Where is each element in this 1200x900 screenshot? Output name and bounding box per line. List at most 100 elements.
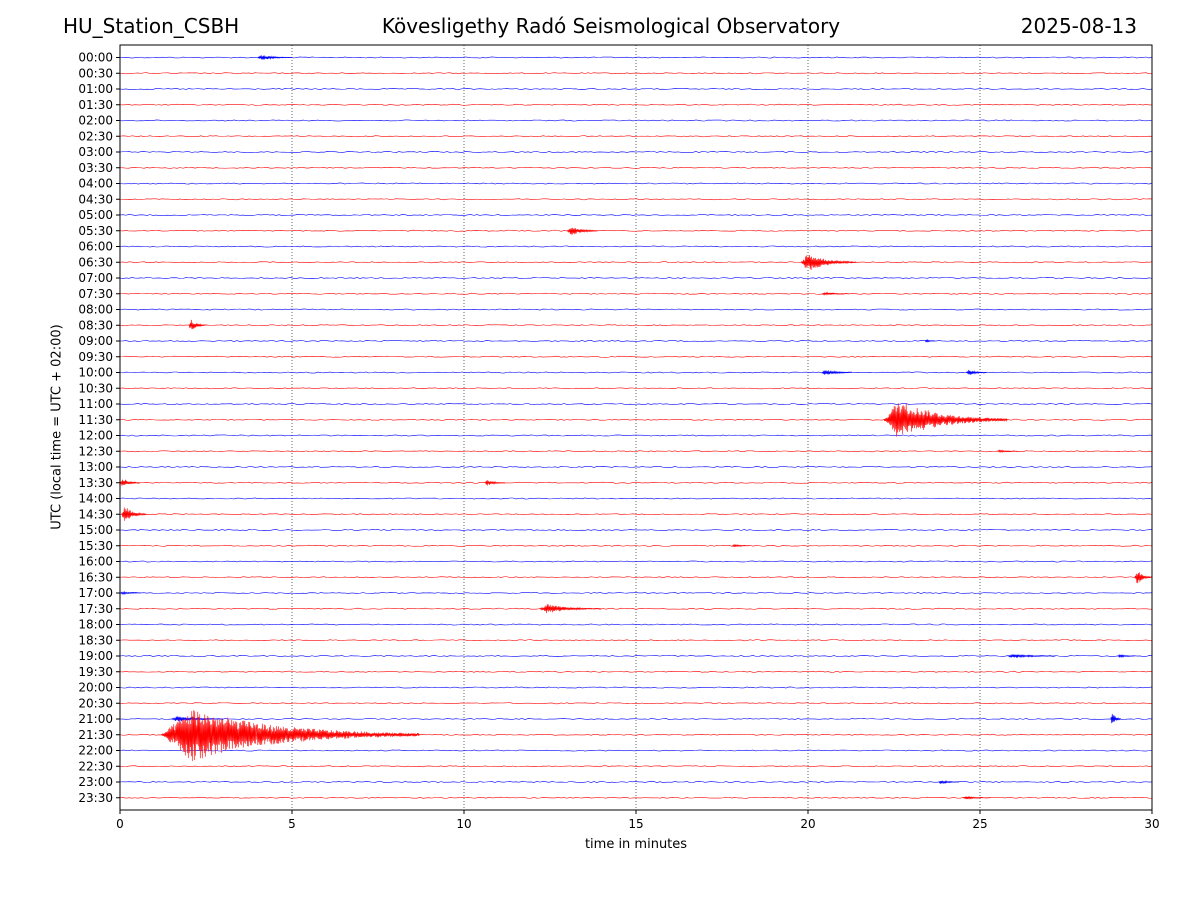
y-tick-label-2230: 22:30 (78, 759, 113, 773)
event-1230-9 (997, 449, 1018, 454)
trace-1530 (119, 544, 1153, 547)
trace-1430 (119, 513, 1153, 516)
event-0730-3 (821, 291, 850, 296)
trace-0700 (119, 277, 1153, 279)
trace-0530 (119, 229, 1153, 232)
trace-1100 (119, 403, 1153, 405)
event-2130-21 (161, 710, 420, 762)
trace-0730 (119, 292, 1153, 295)
trace-1400 (119, 497, 1153, 500)
y-tick-label-0300: 03:00 (78, 145, 113, 159)
y-tick-label-0830: 08:30 (78, 318, 113, 332)
trace-1700 (119, 592, 1153, 594)
y-tick-label-1300: 13:00 (78, 460, 113, 474)
y-tick-label-2100: 21:00 (78, 712, 113, 726)
trace-0600 (119, 245, 1153, 248)
y-tick-label-1600: 16:00 (78, 555, 113, 569)
event-0630-2 (800, 254, 857, 270)
trace-0830 (119, 324, 1153, 327)
event-0530-1 (567, 227, 598, 235)
y-tick-label-1400: 14:00 (78, 492, 113, 506)
event-1330-10 (119, 479, 141, 486)
event-0000-0 (257, 55, 292, 60)
chart-title: Kövesligethy Radó Seismological Observat… (381, 14, 841, 38)
trace-1600 (119, 560, 1153, 563)
trace-2200 (119, 749, 1153, 752)
x-tick-label-5: 5 (288, 817, 296, 831)
trace-1830 (119, 639, 1153, 642)
y-tick-label-2030: 20:30 (78, 696, 113, 710)
trace-1800 (119, 623, 1153, 626)
y-tick-label-0430: 04:30 (78, 192, 113, 206)
event-1430-12 (121, 507, 146, 521)
trace-0230 (119, 135, 1153, 138)
y-tick-label-1000: 10:00 (78, 366, 113, 380)
y-tick-label-0530: 05:30 (78, 224, 113, 238)
event-0900-5 (924, 338, 936, 343)
event-0830-4 (188, 319, 207, 330)
station-name: HU_Station_CSBH (63, 14, 240, 38)
x-tick-label-15: 15 (628, 817, 643, 831)
x-tick-label-0: 0 (116, 817, 124, 831)
trace-0500 (119, 214, 1153, 216)
event-2100-20 (1110, 713, 1121, 724)
trace-2000 (119, 686, 1153, 689)
trace-1030 (119, 387, 1153, 390)
y-tick-label-0200: 02:00 (78, 114, 113, 128)
y-tick-label-0700: 07:00 (78, 271, 113, 285)
trace-0330 (119, 166, 1153, 169)
event-2330-23 (962, 795, 991, 800)
trace-0100 (119, 88, 1153, 90)
x-tick-label-25: 25 (972, 817, 987, 831)
y-tick-label-1230: 12:30 (78, 444, 113, 458)
y-tick-label-2200: 22:00 (78, 744, 113, 758)
y-tick-label-1700: 17:00 (78, 586, 113, 600)
y-tick-label-2130: 21:30 (78, 728, 113, 742)
seismic-events (119, 55, 1153, 800)
y-tick-label-0130: 01:30 (78, 98, 113, 112)
trace-1230 (119, 450, 1153, 453)
event-1900-18 (1117, 653, 1135, 659)
y-tick-label-0000: 00:00 (78, 51, 113, 65)
trace-0800 (119, 308, 1153, 311)
y-tick-label-1330: 13:30 (78, 476, 113, 490)
y-tick-label-0230: 02:30 (78, 129, 113, 143)
y-tick-label-0900: 09:00 (78, 334, 113, 348)
y-tick-label-1130: 11:30 (78, 413, 113, 427)
trace-lines (119, 56, 1153, 799)
event-1530-13 (732, 543, 750, 548)
trace-2100 (119, 718, 1153, 720)
y-tick-label-1930: 19:30 (78, 665, 113, 679)
trace-1900 (119, 655, 1153, 657)
y-tick-label-0330: 03:30 (78, 161, 113, 175)
y-tick-label-0630: 06:30 (78, 255, 113, 269)
trace-1500 (119, 529, 1153, 531)
trace-2230 (119, 765, 1153, 768)
y-tick-label-1500: 15:00 (78, 523, 113, 537)
trace-2030 (119, 702, 1153, 705)
trace-0900 (119, 340, 1153, 342)
trace-0030 (119, 72, 1153, 75)
event-1000-6 (821, 370, 853, 375)
y-tick-label-1630: 16:30 (78, 570, 113, 584)
trace-1330 (119, 481, 1153, 484)
trace-0130 (119, 103, 1153, 106)
trace-0000 (119, 56, 1153, 59)
event-1130-8 (883, 403, 1008, 437)
chart-date: 2025-08-13 (1020, 14, 1137, 38)
y-tick-label-0800: 08:00 (78, 303, 113, 317)
y-tick-label-1900: 19:00 (78, 649, 113, 663)
y-tick-label-1800: 18:00 (78, 618, 113, 632)
trace-0630 (119, 261, 1153, 264)
trace-1300 (119, 466, 1153, 468)
trace-0200 (119, 119, 1153, 122)
event-1700-15 (119, 590, 141, 596)
y-tick-label-2000: 20:00 (78, 681, 113, 695)
y-tick-label-0400: 04:00 (78, 177, 113, 191)
y-tick-label-1100: 11:00 (78, 397, 113, 411)
y-tick-label-0930: 09:30 (78, 350, 113, 364)
y-tick-label-0030: 00:30 (78, 66, 113, 80)
x-tick-label-10: 10 (456, 817, 471, 831)
